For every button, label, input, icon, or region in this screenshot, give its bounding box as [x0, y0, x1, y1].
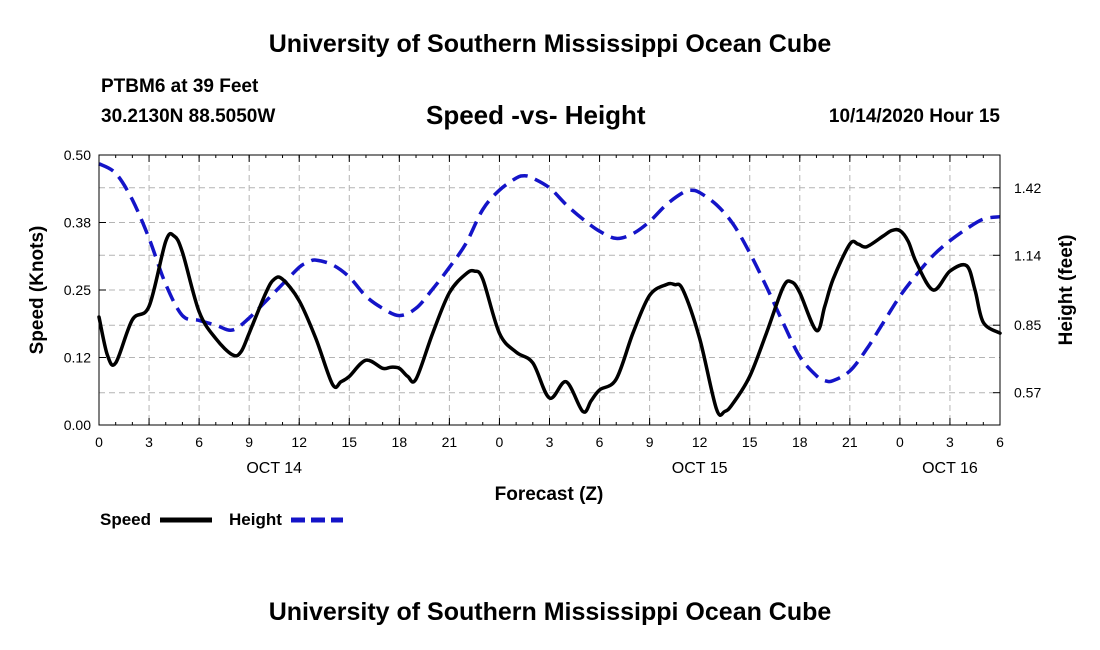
page-title: University of Southern Mississippi Ocean…	[268, 30, 832, 58]
x-tick-label: 9	[646, 434, 654, 450]
speed-series-line	[97, 227, 1002, 417]
x-tick-label: 3	[546, 434, 554, 450]
station-coordinates: 30.2130N 88.5050W	[101, 106, 276, 127]
x-axis-label: Forecast (Z)	[495, 484, 604, 505]
x-tick-label: 12	[291, 434, 307, 450]
legend-speed-label: Speed	[100, 510, 151, 529]
legend-height-label: Height	[229, 510, 282, 529]
y-tick-label-left: 0.25	[64, 282, 91, 298]
x-tick-label: 21	[442, 434, 458, 450]
x-tick-label: 18	[792, 434, 808, 450]
y-axis-label-left: Speed (Knots)	[27, 226, 48, 355]
y-tick-label-right: 0.57	[1014, 385, 1041, 401]
chart-subtitle: Speed -vs- Height	[426, 100, 646, 130]
x-tick-label: 3	[145, 434, 153, 450]
y-tick-label-left: 0.00	[64, 417, 91, 433]
x-tick-label: 12	[692, 434, 708, 450]
y-tick-label-right: 1.42	[1014, 180, 1041, 196]
x-tick-label: 15	[341, 434, 357, 450]
day-label: OCT 15	[672, 460, 728, 477]
x-tick-label: 3	[946, 434, 954, 450]
x-tick-label: 18	[392, 434, 408, 450]
x-tick-label: 9	[245, 434, 253, 450]
x-tick-label: 21	[842, 434, 858, 450]
y-tick-label-left: 0.12	[64, 350, 91, 366]
x-tick-label: 6	[195, 434, 203, 450]
y-axis-label-right: Height (feet)	[1056, 235, 1077, 346]
x-tick-label: 0	[496, 434, 504, 450]
x-tick-label: 15	[742, 434, 758, 450]
gridlines	[99, 155, 1000, 425]
x-tick-label: 6	[996, 434, 1004, 450]
legend: Speed Height	[100, 510, 343, 529]
series-group	[97, 162, 1002, 417]
y-tick-label-right: 1.14	[1014, 247, 1041, 263]
y-tick-label-left: 0.50	[64, 147, 91, 163]
day-label: OCT 14	[246, 460, 302, 477]
station-label: PTBM6 at 39 Feet	[101, 76, 259, 97]
x-tick-label: 0	[896, 434, 904, 450]
forecast-datestamp: 10/14/2020 Hour 15	[828, 106, 1000, 127]
x-tick-label: 0	[95, 434, 103, 450]
y-tick-label-left: 0.38	[64, 215, 91, 231]
day-label: OCT 16	[922, 460, 978, 477]
axes-group: 0 3 6 9 12 15 18 21 0 3 6 9 12 15 18 21 0 3 6 OCT 14 OCT 15 O…	[64, 147, 1042, 477]
y-tick-label-right: 0.85	[1014, 317, 1041, 333]
x-tick-label: 6	[596, 434, 604, 450]
footer-title: University of Southern Mississippi Ocean…	[268, 598, 832, 626]
